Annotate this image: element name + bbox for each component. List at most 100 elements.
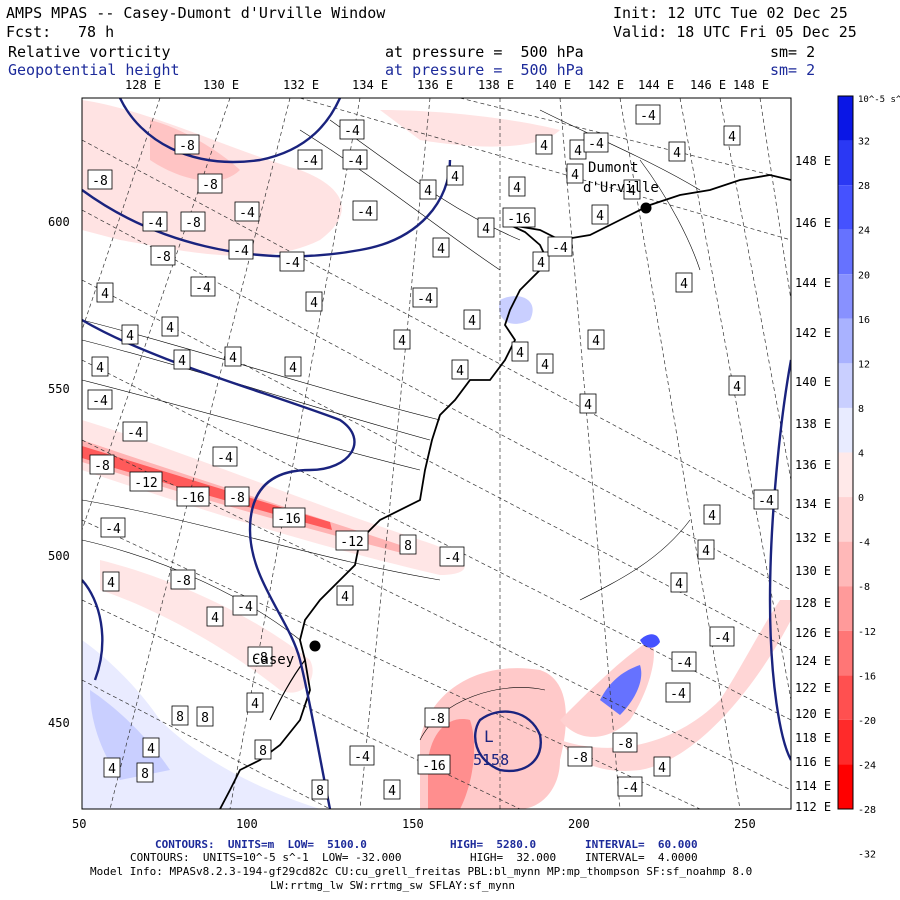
colorbar-swatch (838, 140, 853, 186)
contour-label: 4 (211, 611, 219, 626)
place-dumont: Dumont (588, 160, 639, 176)
contour-label-box (532, 251, 550, 272)
contour-label-box (508, 176, 526, 197)
colorbar-label: -32 (858, 850, 876, 861)
top-lon-label: 148 E (733, 78, 770, 92)
valid-time: Valid: 18 UTC Fri 05 Dec 25 (613, 23, 857, 41)
contour-label-box (703, 504, 721, 525)
contour-label: 4 (482, 222, 490, 237)
model-info: Model Info: MPASv8.2.3-194-gf29cd82c CU:… (90, 865, 753, 878)
contour-label: 4 (398, 334, 406, 349)
contour-label: 4 (516, 346, 524, 361)
contour-label: 4 (289, 361, 297, 376)
colorbar-label: 32 (858, 137, 870, 148)
top-lon-label: 142 E (588, 78, 625, 92)
left-tick-label: 600 (48, 215, 70, 229)
contour-label: 4 (537, 256, 545, 271)
contour-label: -4 (640, 109, 656, 124)
right-lon-label: 116 E (795, 755, 831, 769)
forecast-label: Fcst: (6, 23, 52, 41)
contour-label: -8 (179, 139, 195, 154)
contour-label-box (753, 489, 779, 510)
contour-label-box (412, 287, 438, 308)
top-lon-label: 134 E (352, 78, 389, 92)
contour-label: 8 (259, 744, 267, 759)
field1-name: Relative vorticity (8, 43, 171, 61)
contour-label-box (653, 756, 671, 777)
pos-vort-region (90, 690, 170, 780)
contour-label-box (305, 291, 323, 312)
right-lon-label: 128 E (795, 596, 831, 610)
contour-label: 4 (540, 139, 548, 154)
contour-label-box (419, 179, 437, 200)
field1-level: at pressure = 500 hPa (385, 43, 584, 61)
contour-label: -8 (155, 250, 171, 265)
height-contour-interval: INTERVAL= 60.000 (585, 838, 698, 851)
contour-label: 4 (341, 590, 349, 605)
vorticity-shading: -8 -8 -8 -4 -4 -4 -4 -4 -8 -8 -4 -4 -4 4 4 4 4 4 4 4 -4 -4 -4 -… (82, 98, 791, 809)
pos-vort-region (640, 634, 660, 648)
contour-label-box (502, 207, 536, 228)
colorbar-swatch (838, 719, 853, 765)
colorbar-label: 24 (858, 226, 870, 237)
contour-label: 4 (178, 354, 186, 369)
colorbar-label: 12 (858, 359, 870, 370)
contour-label: -8 (185, 216, 201, 231)
vort-contour-info: CONTOURS: UNITS=10^-5 s^-1 LOW= -32.000 (130, 851, 402, 864)
contour-label-box (547, 236, 573, 257)
bottom-axis: 50 100 150 200 250 (72, 817, 756, 831)
contour-label: -4 (284, 256, 300, 271)
contour-label-box (284, 356, 302, 377)
contour-label: 4 (101, 287, 109, 302)
right-lon-label: 120 E (795, 707, 831, 721)
colorbar-swatch (838, 541, 853, 587)
colorbar-label: 4 (858, 449, 864, 460)
right-lon-label: 136 E (795, 458, 831, 472)
field1-smoothing: sm= 2 (770, 43, 816, 61)
colorbar-swatch (838, 185, 853, 230)
contour-label-box (297, 149, 323, 170)
contour-label-box (451, 359, 469, 380)
right-lon-label: 142 E (795, 326, 831, 340)
contour-label-box (477, 217, 495, 238)
contour-label: 4 (571, 168, 579, 183)
contour-labels: -8 -8 -8 -4 -4 -4 -4 -4 -8 -8 -4 -4 -4 4 4 4 4 4 4 4 -4 -4 -4 -… (87, 104, 779, 800)
contour-label-box (206, 606, 224, 627)
contour-label-box (102, 571, 120, 592)
contour-label-box (352, 200, 378, 221)
contour-label: 4 (592, 334, 600, 349)
low-center-marker: L (484, 727, 494, 746)
contour-label: -4 (217, 451, 233, 466)
contour-label-box (635, 104, 661, 125)
colorbar-swatch (838, 497, 853, 542)
contour-label: 4 (733, 380, 741, 395)
contour-label: 4 (96, 361, 104, 376)
contour-label-box (228, 239, 254, 260)
contour-label-box (272, 507, 306, 528)
contour-label: 4 (574, 144, 582, 159)
top-lon-label: 146 E (690, 78, 727, 92)
right-lon-label: 114 E (795, 779, 831, 793)
contour-label-box (709, 626, 735, 647)
contour-label: 4 (673, 146, 681, 161)
top-lon-label: 132 E (283, 78, 320, 92)
contour-label: -4 (552, 241, 568, 256)
contour-label-box (246, 692, 264, 713)
contour-label-box (212, 446, 238, 467)
top-lon-label: 144 E (638, 78, 675, 92)
station-dumont-marker (640, 202, 652, 214)
contour-label-box (612, 732, 638, 753)
contour-label: 4 (229, 351, 237, 366)
contour-label-box (536, 353, 554, 374)
contour-label-box (566, 163, 584, 184)
contour-label: 8 (404, 539, 412, 554)
contour-label: 4 (424, 184, 432, 199)
contour-label-box (224, 346, 242, 367)
contour-label-box (142, 211, 168, 232)
contour-label: 4 (596, 209, 604, 224)
contour-label-box (579, 393, 597, 414)
contour-label: -4 (233, 244, 249, 259)
contour-label: -8 (175, 574, 191, 589)
contour-label: -4 (417, 292, 433, 307)
colorbar-label: -4 (858, 538, 870, 549)
